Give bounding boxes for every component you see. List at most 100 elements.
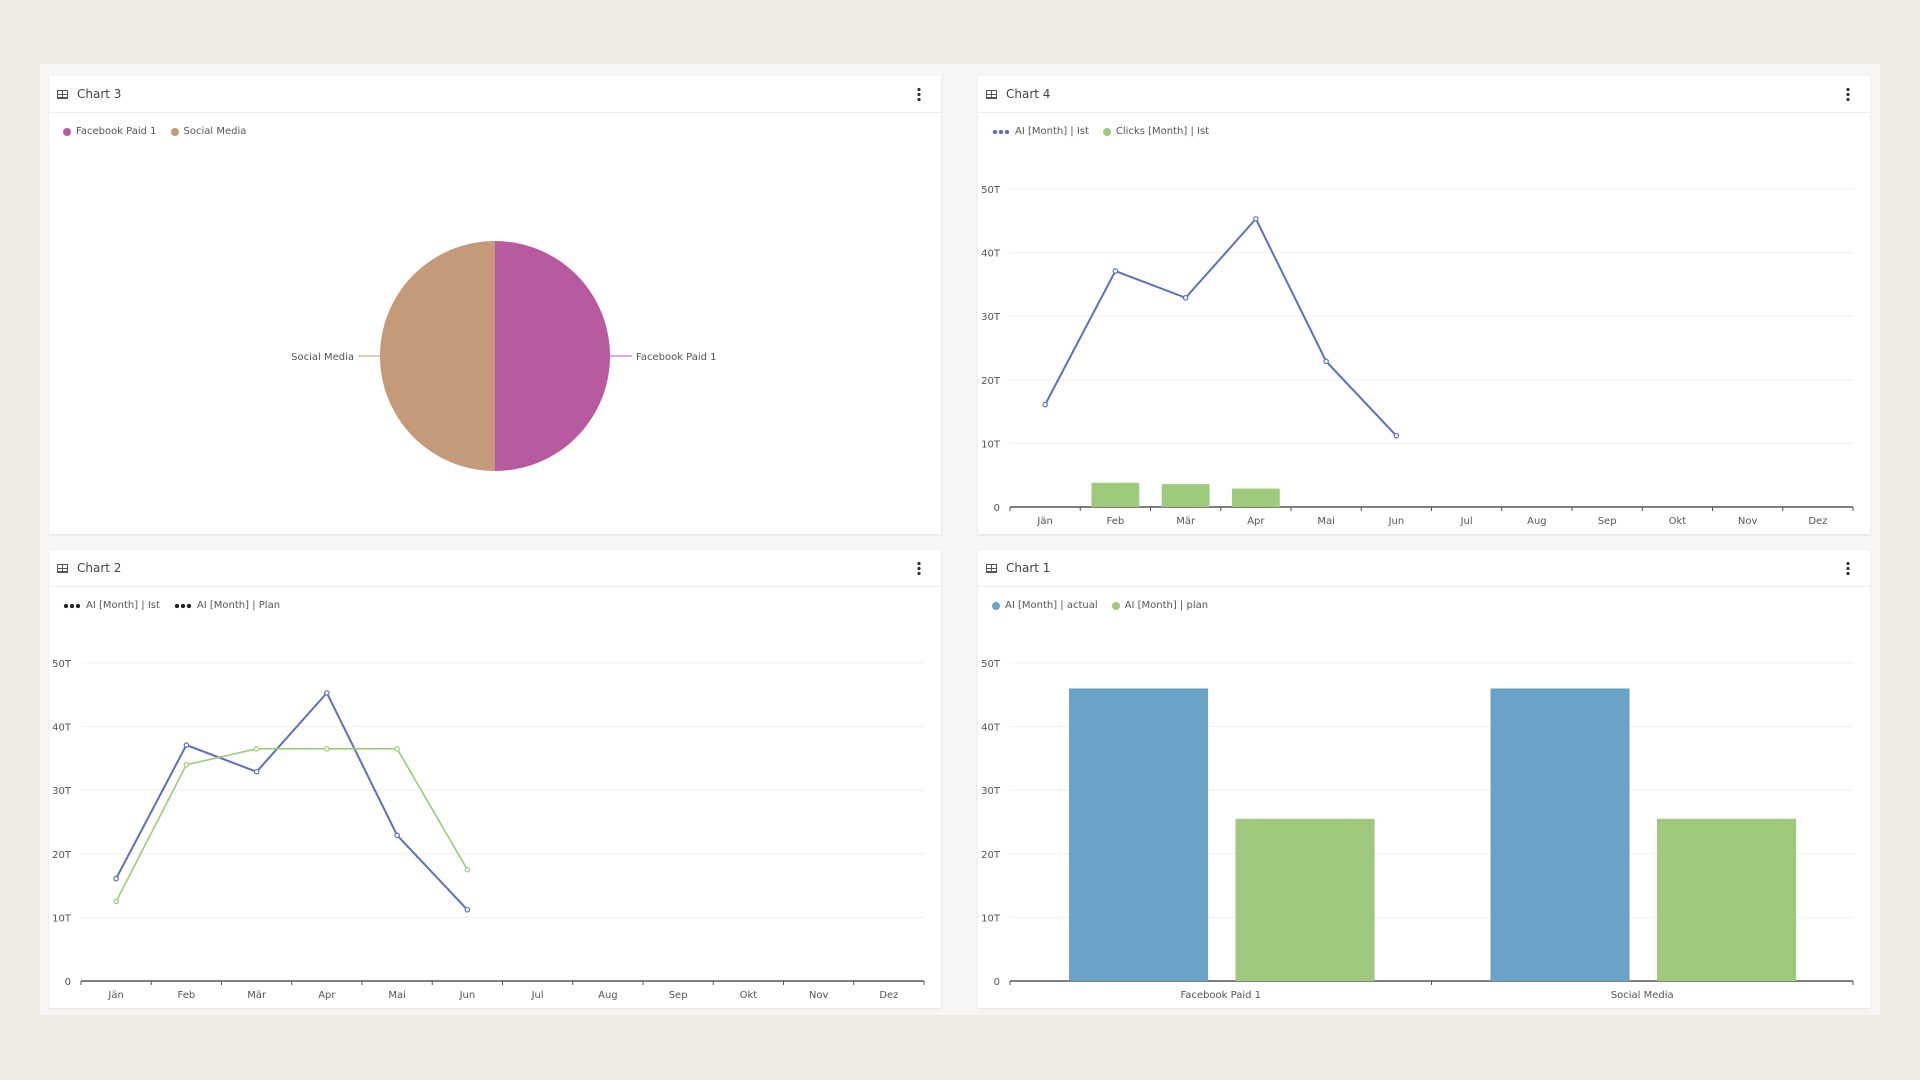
x-tick-label: Facebook Paid 1 [1180,990,1261,1001]
legend-item[interactable]: Facebook Paid 1 [63,126,157,137]
data-point[interactable] [394,832,400,839]
pie-label: Social Media [291,352,354,363]
data-point[interactable] [253,746,260,752]
x-tick-label: Okt [1669,516,1687,527]
data-point[interactable] [324,746,330,752]
x-tick-label: Apr [1247,516,1265,527]
panel-header: Chart 1 [978,550,1870,587]
data-point[interactable] [113,875,119,882]
y-tick-label: 20T [981,850,1001,861]
data-point[interactable] [1393,432,1400,439]
legend-label: AI [Month] | Ist [1015,126,1089,137]
x-tick-label: Nov [809,990,829,1001]
more-options-icon[interactable] [917,87,921,102]
chart-legend: AI [Month] | actual AI [Month] | plan [992,600,1208,611]
pie-slice[interactable] [495,241,610,471]
table-icon[interactable] [986,563,997,573]
chart-legend: AI [Month] | Ist Clicks [Month] | Ist [992,126,1209,137]
data-point[interactable] [113,898,119,905]
table-icon[interactable] [57,563,68,573]
legend-item[interactable]: Clicks [Month] | Ist [1102,126,1210,137]
more-options-icon[interactable] [1846,87,1850,102]
legend-marker-icon [63,127,71,136]
x-tick-label: Apr [318,990,336,1001]
panel-title: Chart 1 [1006,561,1051,575]
data-point[interactable] [253,768,260,775]
series-line [115,691,469,911]
chart-legend: AI [Month] | Ist AI [Month] | Plan [63,600,280,611]
y-tick-label: 30T [981,786,1001,797]
x-tick-label: Dez [1808,516,1827,527]
legend-label: AI [Month] | actual [1005,600,1098,611]
data-point[interactable] [394,746,400,752]
pie-slice[interactable] [380,241,495,471]
x-tick-label: Jun [459,990,476,1001]
chart-panel-3: Chart 2 AI [Month] | Ist AI [Month] | Pla… [49,550,941,1008]
legend-marker-icon [63,602,81,609]
x-tick-label: Feb [178,990,196,1001]
y-tick-label: 50T [52,659,72,670]
legend-item[interactable]: AI [Month] | actual [992,600,1098,611]
y-tick-label: 30T [52,786,72,797]
bar[interactable] [1231,488,1280,507]
data-point[interactable] [1112,268,1119,274]
y-tick-label: 20T [981,376,1001,387]
x-tick-label: Nov [1738,516,1758,527]
data-point[interactable] [183,742,190,748]
data-point[interactable] [1182,294,1189,301]
chart-panel-1: Chart 3 Facebook Paid 1 Social Media Faceb… [49,76,941,534]
data-point[interactable] [324,690,330,696]
x-tick-label: Dez [879,990,898,1001]
bar[interactable] [1161,484,1210,507]
chart-panel-4: Chart 1 AI [Month] | actual AI [Month] | … [978,550,1870,1008]
x-tick-label: Jul [531,990,544,1001]
y-tick-label: 10T [52,913,72,924]
table-icon[interactable] [57,89,68,99]
bar[interactable] [1235,818,1375,981]
bar[interactable] [1657,818,1797,981]
bar[interactable] [1069,688,1209,981]
chart-panel-2: Chart 4 AI [Month] | Ist Clicks [Month] |… [978,76,1870,534]
data-point[interactable] [464,906,471,913]
more-options-icon[interactable] [1846,561,1850,576]
x-tick-label: Okt [740,990,758,1001]
y-tick-label: 0 [994,503,1000,514]
x-tick-label: Aug [1527,516,1547,527]
x-tick-label: Sep [1598,516,1617,527]
data-point[interactable] [464,866,471,873]
table-icon[interactable] [986,89,997,99]
x-tick-label: Sep [669,990,688,1001]
panel-title: Chart 2 [77,561,122,575]
legend-marker-icon [992,128,1010,135]
data-point[interactable] [183,761,190,768]
legend-item[interactable]: AI [Month] | Ist [992,126,1089,137]
legend-label: Social Media [183,126,247,137]
pie-label: Facebook Paid 1 [636,352,717,363]
legend-item[interactable]: AI [Month] | plan [1111,600,1208,611]
x-tick-label: Social Media [1611,990,1674,1001]
x-tick-label: Mai [388,990,406,1001]
x-tick-label: Jän [107,990,123,1001]
y-tick-label: 40T [981,723,1001,734]
bar[interactable] [1490,688,1630,981]
legend-marker-icon [173,602,192,609]
chart-svg: 0 10T 20T 30T 40T 50T Jän Feb Mär Apr Mai Jun Jul Aug… [52,659,925,1001]
x-tick-label: Mär [1176,516,1196,527]
legend-label: AI [Month] | Ist [86,600,160,611]
legend-marker-icon [170,127,179,136]
data-point[interactable] [1042,401,1048,408]
data-point[interactable] [1323,358,1329,365]
data-point[interactable] [1253,216,1259,222]
legend-marker-icon [1111,601,1120,610]
x-tick-label: Jul [1460,516,1473,527]
chart-svg: Facebook Paid 1 Social Media [291,241,717,471]
bar[interactable] [1091,482,1140,507]
legend-item[interactable]: AI [Month] | Ist [63,600,160,611]
more-options-icon[interactable] [917,561,921,576]
panel-header: Chart 4 [978,76,1870,113]
legend-item[interactable]: AI [Month] | Plan [173,600,280,611]
legend-label: Clicks [Month] | Ist [1115,126,1210,137]
y-tick-label: 10T [981,913,1001,924]
panel-header: Chart 3 [49,76,941,113]
legend-item[interactable]: Social Media [170,126,247,137]
